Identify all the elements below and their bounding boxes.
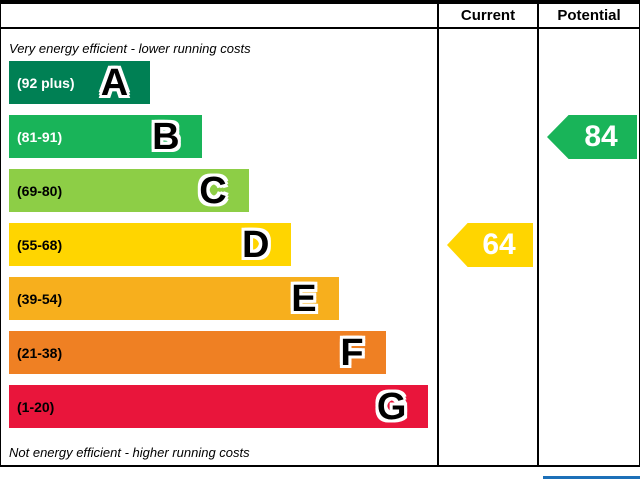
band-row-c: (69-80) C [9,169,437,223]
band-f-bar: (21-38) F [9,331,386,374]
potential-column-header: Potential [539,4,639,29]
band-g-bar: (1-20) G [9,385,429,428]
band-row-d: (55-68) D [9,223,437,277]
band-c-bar: (69-80) C [9,169,249,212]
current-arrow: 64 [447,223,533,267]
band-column-header [1,4,437,29]
band-d-range: (55-68) [17,236,63,253]
band-row-b: (81-91) B [9,115,437,169]
band-row-e: (39-54) E [9,277,437,331]
band-f-range: (21-38) [17,344,63,361]
band-c-range: (69-80) [17,182,63,199]
band-c-letter: C [199,169,227,212]
caption-top: Very energy efficient - lower running co… [9,40,251,56]
band-b-letter: B [152,115,180,158]
band-f-letter: F [340,331,364,374]
potential-arrow: 84 [547,115,637,159]
band-g-letter: G [376,385,407,428]
band-row-f: (21-38) F [9,331,437,385]
current-rating-value: 64 [482,228,516,261]
current-column: Current 64 [437,4,537,465]
potential-rating-value: 84 [584,120,618,153]
band-b-range: (81-91) [17,128,63,145]
band-d-bar: (55-68) D [9,223,292,266]
potential-column: Potential 84 [537,4,639,465]
epc-table: Very energy efficient - lower running co… [0,0,640,467]
band-e-range: (39-54) [17,290,63,307]
band-b-bar: (81-91) B [9,115,202,158]
band-row-a: (92 plus) A [9,61,437,115]
next-section-top-edge [543,476,640,479]
band-a-letter: A [100,61,129,104]
band-a-range: (92 plus) [17,74,75,91]
band-a-bar: (92 plus) A [9,61,151,104]
band-e-bar: (39-54) E [9,277,339,320]
caption-bottom: Not energy efficient - higher running co… [9,445,250,460]
band-e-letter: E [291,277,317,320]
band-area: Very energy efficient - lower running co… [1,29,437,460]
band-d-letter: D [242,223,270,266]
current-column-header: Current [439,4,537,29]
band-row-g: (1-20) G [9,385,437,439]
band-column: Very energy efficient - lower running co… [1,4,437,465]
band-g-range: (1-20) [17,398,55,415]
